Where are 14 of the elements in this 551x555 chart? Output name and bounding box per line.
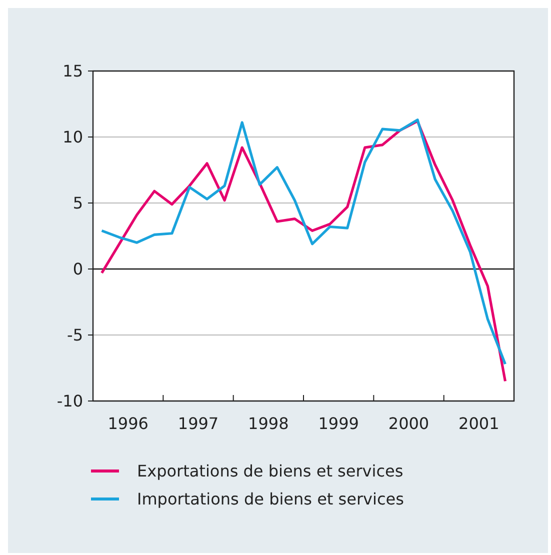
y-tick-label: -5: [67, 326, 83, 345]
y-tick-label: 10: [62, 128, 83, 147]
x-tick-label: 2000: [388, 414, 430, 433]
x-tick-label: 1998: [248, 414, 289, 433]
legend-label: Exportations de biens et services: [137, 462, 404, 481]
y-tick-label: 5: [72, 194, 83, 213]
y-tick-label: 0: [72, 260, 83, 279]
y-tick-label: 15: [62, 62, 83, 81]
x-tick-label: 1996: [108, 414, 148, 433]
x-tick-label: 1999: [318, 414, 359, 433]
legend-label: Importations de biens et services: [137, 490, 404, 509]
x-tick-label: 2001: [458, 414, 500, 433]
y-tick-label: -10: [56, 392, 83, 411]
x-tick-label: 1997: [178, 414, 219, 433]
